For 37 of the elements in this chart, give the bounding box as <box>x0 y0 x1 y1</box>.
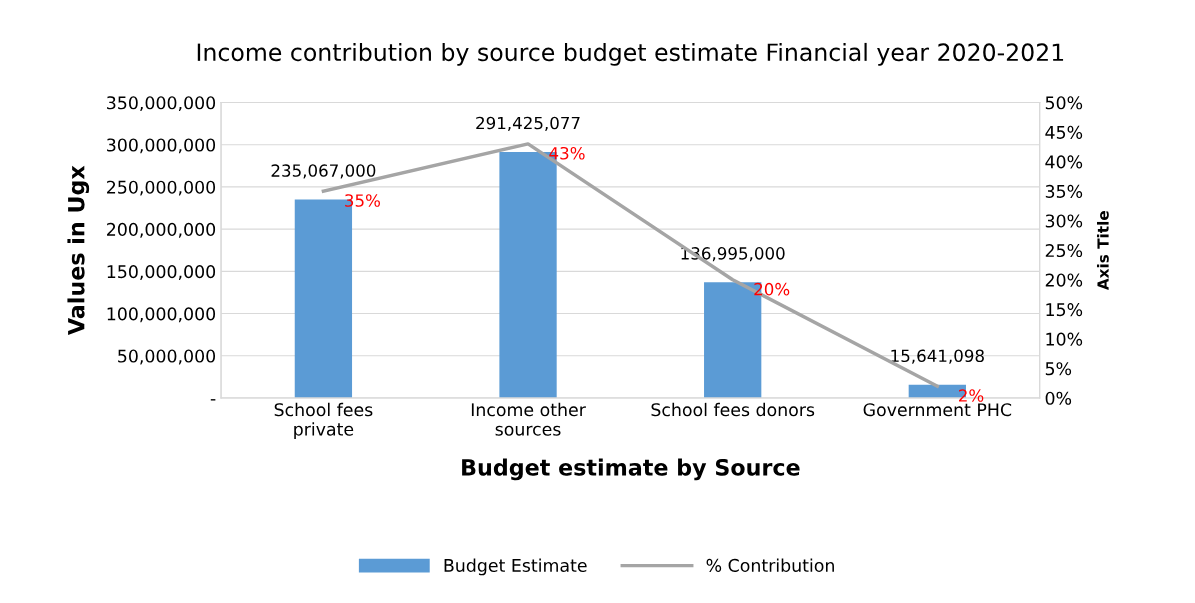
y-axis-title: Values in Ugx <box>67 165 90 336</box>
x-tick-label: Income other sources <box>471 402 586 436</box>
y-tick-label: 150,000,000 <box>107 265 216 280</box>
x-axis-title: Budget estimate by Source <box>462 458 800 481</box>
y2-tick-label: 40% <box>1045 155 1083 169</box>
x-tick-label: Government PHC <box>863 403 1012 417</box>
y2-tick-label: 45% <box>1045 125 1083 139</box>
y-tick-label: 200,000,000 <box>107 222 216 238</box>
data-label: 20% <box>754 282 790 296</box>
y2-tick-label: 35% <box>1045 184 1083 198</box>
y2-tick-label: 30% <box>1045 214 1083 228</box>
y-tick-label: 50,000,000 <box>118 349 216 365</box>
y2-tick-label: 25% <box>1045 243 1083 258</box>
data-label: 136,995,000 <box>681 247 785 262</box>
data-label: 2% <box>959 389 984 402</box>
y2-tick-label: 50% <box>1045 96 1083 110</box>
y-tick-label: 250,000,000 <box>107 180 216 196</box>
y2-tick-label: 5% <box>1045 362 1072 376</box>
legend-label: Budget Estimate <box>444 558 587 576</box>
y2-tick-label: 0% <box>1045 391 1072 405</box>
data-label: 35% <box>345 194 380 207</box>
chart-title: Income contribution by source budget estimate Financial year 2020-2021 <box>197 42 1064 66</box>
data-label: 235,067,000 <box>271 164 376 179</box>
y-tick-label: - <box>210 399 216 401</box>
y2-tick-label: 20% <box>1045 273 1083 287</box>
x-tick-label: School fees private <box>274 402 373 440</box>
data-label: 15,641,098 <box>891 349 984 364</box>
x-tick-label: School fees donors <box>651 402 815 417</box>
data-label: 291,425,077 <box>476 116 580 131</box>
y2-axis-title: Axis Title <box>1096 211 1109 291</box>
legend-label: % Contribution <box>706 558 834 572</box>
y2-tick-label: 10% <box>1046 332 1083 346</box>
y2-tick-label: 15% <box>1046 303 1083 317</box>
data-label: 43% <box>549 146 585 160</box>
y-tick-label: 300,000,000 <box>107 138 216 154</box>
y-tick-label: 100,000,000 <box>107 307 216 323</box>
y-tick-label: 350,000,000 <box>107 96 216 112</box>
